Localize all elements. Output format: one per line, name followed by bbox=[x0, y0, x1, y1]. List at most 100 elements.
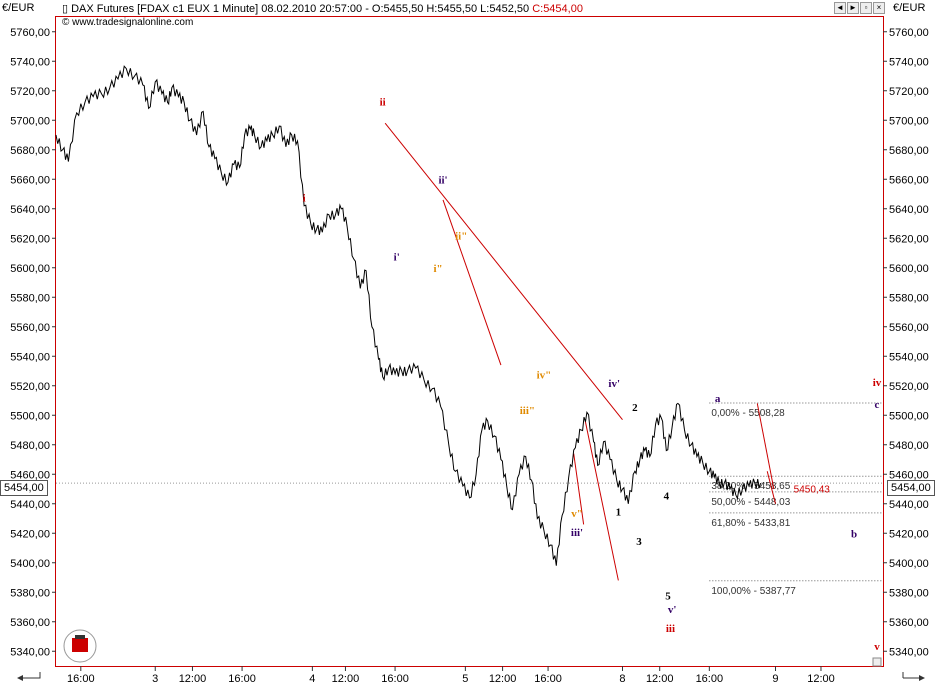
instrument-title: DAX Futures [FDAX c1 EUX 1 Minute] 08.02… bbox=[71, 3, 530, 15]
y-tick-label-right: 5420,00 bbox=[889, 528, 929, 540]
x-tick-label: 16:00 bbox=[67, 673, 95, 685]
y-tick-label-left: 5380,00 bbox=[10, 587, 50, 599]
y-tick-label-right: 5560,00 bbox=[889, 322, 929, 334]
wave-label: i' bbox=[394, 251, 400, 263]
wave-label: v' bbox=[668, 604, 677, 616]
x-tick-label: 16:00 bbox=[228, 673, 256, 685]
y-tick-label-right: 5600,00 bbox=[889, 263, 929, 275]
x-tick-label: 12:00 bbox=[489, 673, 517, 685]
wave-label: iii' bbox=[571, 527, 583, 539]
trend-line bbox=[584, 421, 619, 581]
chart-header: ▯ DAX Futures [FDAX c1 EUX 1 Minute] 08.… bbox=[62, 2, 583, 15]
x-tick-label: 12:00 bbox=[332, 673, 360, 685]
wave-label: 5 bbox=[665, 591, 671, 603]
y-tick-label-right: 5540,00 bbox=[889, 351, 929, 363]
wave-label: iii" bbox=[520, 405, 535, 417]
y-tick-label-left: 5520,00 bbox=[10, 381, 50, 393]
y-tick-label-right: 5380,00 bbox=[889, 587, 929, 599]
y-tick-label-right: 5660,00 bbox=[889, 174, 929, 186]
y-axis-right: 5340,00 5360,00 5380,00 5400,00 5420,00 5440,… bbox=[883, 27, 929, 658]
wave-label: iv" bbox=[537, 369, 552, 381]
y-tick-label-left: 5720,00 bbox=[10, 86, 50, 98]
y-tick-label-right: 5500,00 bbox=[889, 410, 929, 422]
maximize-icon[interactable]: ▫ bbox=[860, 2, 872, 14]
y-tick-label-right: 5520,00 bbox=[889, 381, 929, 393]
price-series-line bbox=[55, 65, 762, 566]
fib-level-label: 50,00% - 5448,03 bbox=[711, 497, 790, 508]
y-tick-label-right: 5480,00 bbox=[889, 440, 929, 452]
y-tick-label-right: 5360,00 bbox=[889, 617, 929, 629]
fib-level-label: 0,00% - 5508,28 bbox=[711, 408, 785, 419]
y-tick-label-left: 5640,00 bbox=[10, 204, 50, 216]
next-icon[interactable]: ► bbox=[847, 2, 859, 14]
y-tick-label-left: 5460,00 bbox=[10, 469, 50, 481]
y-tick-label-left: 5340,00 bbox=[10, 646, 50, 658]
wave-label: b bbox=[851, 529, 857, 541]
plot-frame bbox=[55, 16, 884, 667]
current-price-box-left: 5454,00 bbox=[0, 480, 48, 496]
x-tick-label: 16:00 bbox=[534, 673, 562, 685]
wave-label: a bbox=[715, 393, 721, 405]
x-tick-label: 5 bbox=[462, 673, 468, 685]
fib-level-label: 100,00% - 5387,77 bbox=[711, 586, 796, 597]
y-tick-label-left: 5560,00 bbox=[10, 322, 50, 334]
fib-level-label: 38,20% - 5458,65 bbox=[711, 481, 790, 492]
y-tick-label-left: 5400,00 bbox=[10, 558, 50, 570]
y-tick-label-right: 5760,00 bbox=[889, 27, 929, 39]
wave-labels: iiiii'i'ii"i"iv"iii"iv'v"iii'24135v'iiia… bbox=[303, 97, 882, 653]
x-tick-label: 12:00 bbox=[179, 673, 207, 685]
wave-label: 2 bbox=[632, 402, 638, 414]
y-tick-label-left: 5440,00 bbox=[10, 499, 50, 511]
trend-line bbox=[573, 453, 585, 525]
y-axis-left: 5340,00 5360,00 5380,00 5400,00 5420,00 5440,… bbox=[10, 27, 56, 658]
y-tick-label-right: 5440,00 bbox=[889, 499, 929, 511]
instrument-icon: ▯ bbox=[62, 3, 72, 15]
current-price-box-right: 5454,00 bbox=[887, 480, 935, 496]
close-icon[interactable]: × bbox=[873, 2, 885, 14]
y-tick-label-right: 5680,00 bbox=[889, 145, 929, 157]
y-tick-label-left: 5660,00 bbox=[10, 174, 50, 186]
y-tick-label-left: 5420,00 bbox=[10, 528, 50, 540]
x-tick-label: 16:00 bbox=[381, 673, 409, 685]
tradesignal-logo bbox=[63, 629, 97, 663]
scroll-right-arrow[interactable] bbox=[902, 672, 925, 681]
close-label: C:5454,00 bbox=[532, 3, 583, 15]
watermark: © www.tradesignalonline.com bbox=[62, 17, 194, 28]
y-tick-label-right: 5640,00 bbox=[889, 204, 929, 216]
resize-grip[interactable] bbox=[872, 657, 882, 667]
last-price-label: 5450,43 bbox=[794, 484, 831, 495]
fib-level-label: 61,80% - 5433,81 bbox=[711, 518, 790, 529]
x-tick-label: 8 bbox=[619, 673, 625, 685]
scroll-left-arrow[interactable] bbox=[17, 672, 41, 681]
wave-label: ii' bbox=[438, 175, 447, 187]
wave-label: c bbox=[875, 399, 880, 411]
trend-lines bbox=[384, 122, 776, 581]
y-tick-label-right: 5620,00 bbox=[889, 233, 929, 245]
wave-label: i" bbox=[433, 263, 442, 275]
wave-label: 1 bbox=[616, 507, 622, 519]
x-tick-label: 16:00 bbox=[696, 673, 724, 685]
wave-label: iv' bbox=[608, 378, 620, 390]
prev-icon[interactable]: ◄ bbox=[834, 2, 846, 14]
wave-label: 3 bbox=[636, 536, 642, 548]
wave-label: v" bbox=[571, 508, 583, 520]
y-tick-label-right: 5580,00 bbox=[889, 292, 929, 304]
wave-label: iii bbox=[666, 623, 675, 635]
x-tick-label: 12:00 bbox=[807, 673, 835, 685]
y-tick-label-left: 5480,00 bbox=[10, 440, 50, 452]
y-tick-label-right: 5700,00 bbox=[889, 115, 929, 127]
trend-line bbox=[756, 403, 775, 490]
currency-label-right: €/EUR bbox=[893, 2, 926, 14]
y-tick-label-left: 5620,00 bbox=[10, 233, 50, 245]
y-tick-label-right: 5720,00 bbox=[889, 86, 929, 98]
y-tick-label-left: 5540,00 bbox=[10, 351, 50, 363]
x-tick-label: 12:00 bbox=[646, 673, 674, 685]
y-tick-label-left: 5580,00 bbox=[10, 292, 50, 304]
y-tick-label-right: 5400,00 bbox=[889, 558, 929, 570]
y-tick-label-right: 5460,00 bbox=[889, 469, 929, 481]
x-tick-label: 9 bbox=[772, 673, 778, 685]
wave-label: ii bbox=[380, 97, 386, 109]
fibonacci-levels: 0,00% - 5508,28 38,20% - 5458,65 50,00% - … bbox=[56, 402, 883, 597]
y-tick-label-left: 5760,00 bbox=[10, 27, 50, 39]
